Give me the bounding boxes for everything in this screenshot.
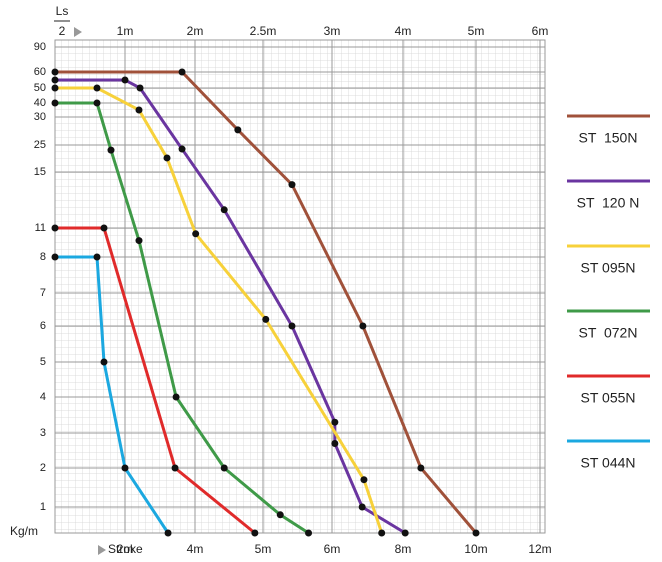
data-point: [121, 464, 129, 472]
y-tick-label: 2: [40, 462, 46, 474]
x-tick-label: 10m: [464, 542, 487, 556]
data-point: [51, 99, 59, 107]
y-tick-label: 4: [40, 391, 46, 403]
x2-tick-label: 3m: [324, 24, 341, 38]
legend-label: ST 095N: [581, 260, 636, 276]
y-axis-label: Kg/m: [10, 524, 38, 538]
legend-label: ST 150N: [579, 130, 638, 146]
data-point: [220, 464, 228, 472]
data-point: [135, 106, 143, 114]
y-tick-label: 8: [40, 251, 46, 263]
data-point: [93, 84, 101, 92]
data-point: [100, 224, 108, 232]
y-tick-label: 11: [35, 222, 46, 234]
data-point: [93, 253, 101, 261]
data-point: [171, 464, 179, 472]
data-point: [417, 464, 425, 472]
data-point: [220, 206, 228, 214]
data-point: [51, 253, 59, 261]
legend-label: ST 044N: [581, 455, 636, 471]
x2-tick-label: 1m: [117, 24, 134, 38]
x-tick-label: 12m: [528, 542, 551, 556]
y-tick-label: 60: [34, 66, 46, 78]
data-point: [172, 393, 180, 401]
data-point: [360, 476, 368, 484]
series-line: [55, 101, 310, 535]
data-point: [331, 440, 339, 447]
x2-tick-label: 2m: [187, 24, 204, 38]
data-point: [288, 181, 296, 189]
x-axis-label: Stroke: [108, 542, 143, 556]
x-tick-label: 2m: [117, 542, 134, 556]
data-point: [305, 529, 313, 537]
data-point: [401, 529, 409, 537]
top-axis-label-bottom: 2: [59, 24, 66, 38]
data-point: [251, 529, 259, 537]
legend-label: ST 072N: [579, 325, 638, 341]
data-point: [331, 418, 339, 426]
y-tick-label: 15: [34, 166, 46, 178]
data-point: [51, 68, 59, 76]
legend-label: ST 120 N: [577, 195, 640, 211]
x2-tick-label: 2.5m: [250, 24, 277, 38]
x-tick-label: 6m: [324, 542, 341, 556]
data-point: [262, 315, 270, 323]
arrow: [74, 27, 82, 37]
data-point: [276, 511, 284, 519]
top-axis-label-top: Ls: [56, 4, 69, 18]
series-line: [55, 78, 406, 535]
y-tick-label: 3: [40, 427, 46, 439]
data-point: [135, 237, 143, 245]
data-point: [164, 529, 172, 537]
y-tick-label: 1: [40, 501, 46, 513]
x2-tick-label: 5m: [468, 24, 485, 38]
data-point: [472, 529, 480, 537]
data-point: [178, 68, 186, 76]
plot-area: [54, 39, 546, 534]
data-point: [51, 76, 59, 84]
data-point: [359, 322, 367, 330]
data-point: [358, 503, 366, 511]
y-tick-label: 30: [34, 111, 46, 123]
series-line: [55, 226, 256, 535]
data-point: [93, 99, 101, 107]
legend-label: ST 055N: [581, 390, 636, 406]
x2-tick-label: 6m: [532, 24, 549, 38]
data-point: [178, 145, 186, 153]
y-tick-label: 90: [34, 41, 46, 53]
data-point: [136, 84, 144, 92]
data-point: [121, 76, 129, 84]
data-point: [234, 126, 242, 134]
data-point: [107, 146, 115, 154]
data-point: [288, 322, 296, 330]
y-tick-label: 6: [40, 320, 46, 332]
x-tick-label: 5m: [255, 542, 272, 556]
y-tick-label: 7: [40, 287, 46, 299]
data-point: [192, 230, 200, 238]
arrow: [98, 545, 106, 555]
data-point: [378, 529, 386, 537]
data-point: [51, 84, 59, 92]
y-tick-label: 25: [34, 139, 46, 151]
y-tick-label: 5: [40, 356, 46, 368]
y-tick-label: 50: [34, 82, 46, 94]
data-point: [100, 358, 108, 366]
x-tick-label: 8m: [395, 542, 412, 556]
y-tick-label: 40: [34, 97, 46, 109]
data-point: [163, 154, 171, 162]
x2-tick-label: 4m: [395, 24, 412, 38]
data-point: [51, 224, 59, 232]
x-tick-label: 4m: [187, 542, 204, 556]
series-line: [55, 86, 384, 534]
